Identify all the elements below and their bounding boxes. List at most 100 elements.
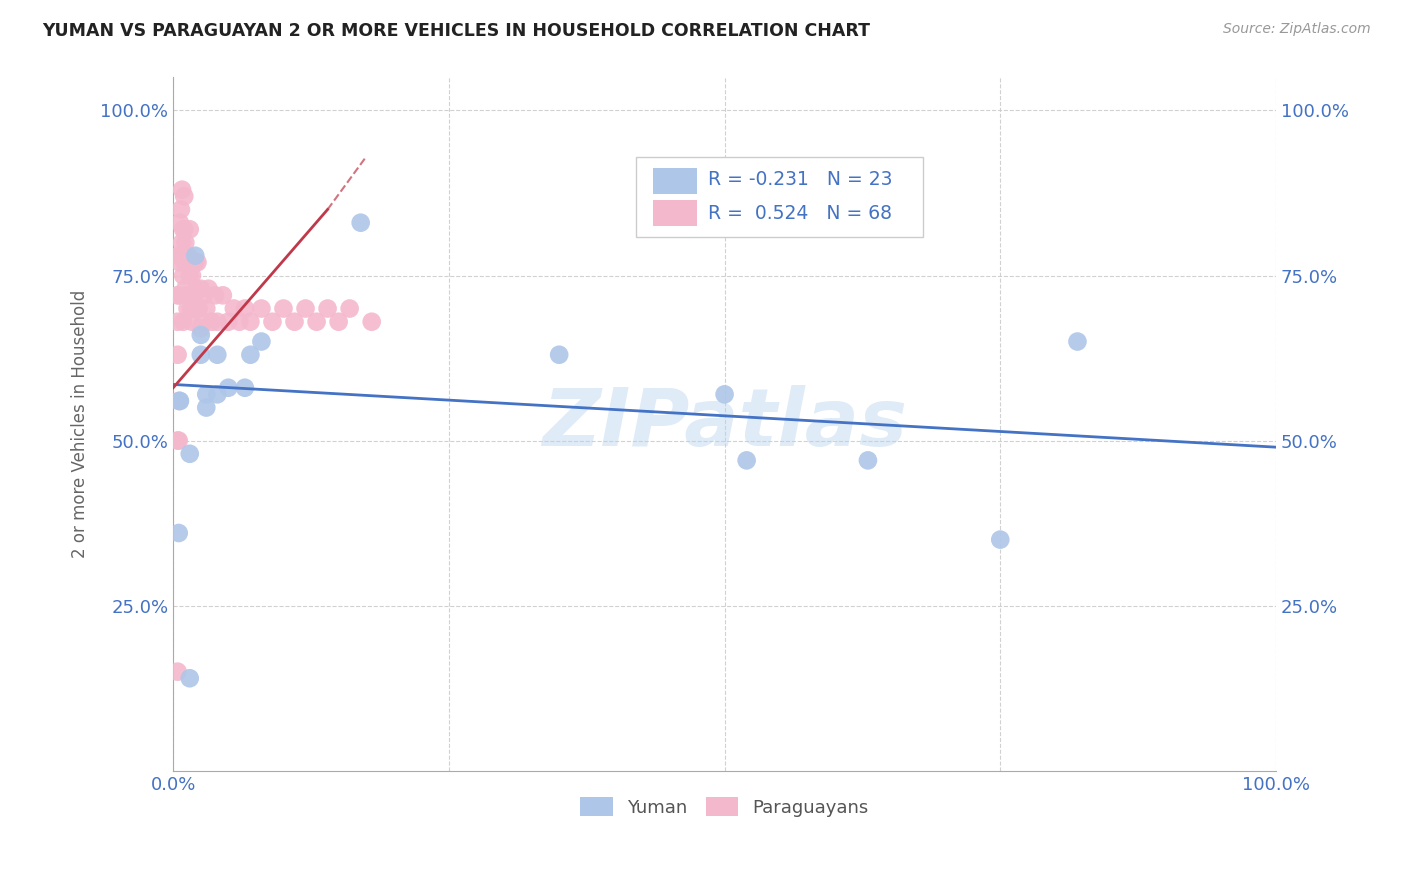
Point: [328, 315, 350, 329]
Point: [186, 282, 208, 296]
Point: [360, 315, 382, 329]
Point: [195, 301, 218, 316]
Point: [316, 301, 339, 316]
Point: [167, 394, 190, 409]
Point: [169, 216, 191, 230]
Point: [173, 222, 195, 236]
Point: [172, 315, 194, 329]
Point: [166, 348, 188, 362]
Point: [173, 189, 195, 203]
Point: [179, 671, 201, 685]
Point: [169, 394, 191, 409]
Point: [250, 334, 273, 349]
Point: [239, 315, 262, 329]
Point: [262, 315, 284, 329]
Text: R =  0.524   N = 68: R = 0.524 N = 68: [709, 203, 891, 223]
Point: [173, 255, 195, 269]
Point: [190, 348, 212, 362]
Point: [195, 387, 218, 401]
Point: [184, 249, 207, 263]
Point: [181, 268, 204, 283]
Point: [166, 288, 188, 302]
Point: [174, 235, 197, 250]
Point: [170, 202, 193, 217]
Point: [179, 222, 201, 236]
Text: YUMAN VS PARAGUAYAN 2 OR MORE VEHICLES IN HOUSEHOLD CORRELATION CHART: YUMAN VS PARAGUAYAN 2 OR MORE VEHICLES I…: [42, 22, 870, 40]
Point: [169, 255, 191, 269]
FancyBboxPatch shape: [652, 168, 697, 194]
Point: [166, 315, 188, 329]
Point: [195, 401, 218, 415]
Point: [217, 315, 239, 329]
Point: [190, 327, 212, 342]
Text: ZIPatlas: ZIPatlas: [543, 385, 907, 463]
Point: [207, 387, 229, 401]
Point: [177, 249, 200, 263]
Point: [176, 249, 198, 263]
Point: [167, 434, 190, 448]
Point: [233, 381, 256, 395]
FancyBboxPatch shape: [637, 157, 924, 237]
Point: [167, 526, 190, 541]
Point: [179, 268, 201, 283]
Point: [181, 315, 204, 329]
Point: [305, 315, 328, 329]
Point: [176, 288, 198, 302]
Legend: Yuman, Paraguayans: Yuman, Paraguayans: [574, 790, 876, 824]
Point: [239, 348, 262, 362]
Point: [273, 301, 295, 316]
Point: [169, 394, 191, 409]
Point: [167, 249, 190, 263]
Point: [166, 434, 188, 448]
Point: [988, 533, 1011, 547]
Point: [548, 348, 571, 362]
Point: [179, 447, 201, 461]
Point: [217, 381, 239, 395]
Point: [183, 288, 205, 302]
Point: [1066, 334, 1088, 349]
Point: [713, 387, 735, 401]
Point: [211, 288, 233, 302]
Point: [180, 255, 202, 269]
Point: [172, 268, 194, 283]
Point: [186, 255, 208, 269]
Point: [181, 301, 204, 316]
Point: [201, 315, 224, 329]
Point: [294, 301, 316, 316]
Point: [191, 315, 214, 329]
Point: [187, 301, 209, 316]
Point: [204, 288, 226, 302]
Point: [184, 301, 207, 316]
Point: [180, 301, 202, 316]
Point: [856, 453, 879, 467]
Point: [184, 255, 207, 269]
Point: [176, 301, 198, 316]
Point: [177, 288, 200, 302]
Point: [735, 453, 758, 467]
Point: [190, 321, 212, 335]
Point: [176, 255, 198, 269]
Point: [250, 301, 273, 316]
Point: [197, 282, 219, 296]
Point: [190, 282, 212, 296]
Point: [228, 315, 250, 329]
FancyBboxPatch shape: [652, 200, 697, 227]
Point: [166, 665, 188, 679]
Text: R = -0.231   N = 23: R = -0.231 N = 23: [709, 170, 893, 189]
Point: [170, 235, 193, 250]
Point: [339, 301, 361, 316]
Point: [283, 315, 305, 329]
Point: [167, 288, 190, 302]
Point: [170, 249, 193, 263]
Point: [181, 255, 204, 269]
Text: Source: ZipAtlas.com: Source: ZipAtlas.com: [1223, 22, 1371, 37]
Y-axis label: 2 or more Vehicles in Household: 2 or more Vehicles in Household: [72, 290, 89, 558]
Point: [170, 183, 193, 197]
Point: [350, 216, 373, 230]
Point: [193, 288, 215, 302]
Point: [207, 348, 229, 362]
Point: [207, 315, 229, 329]
Point: [222, 301, 245, 316]
Point: [233, 301, 256, 316]
Point: [172, 222, 194, 236]
